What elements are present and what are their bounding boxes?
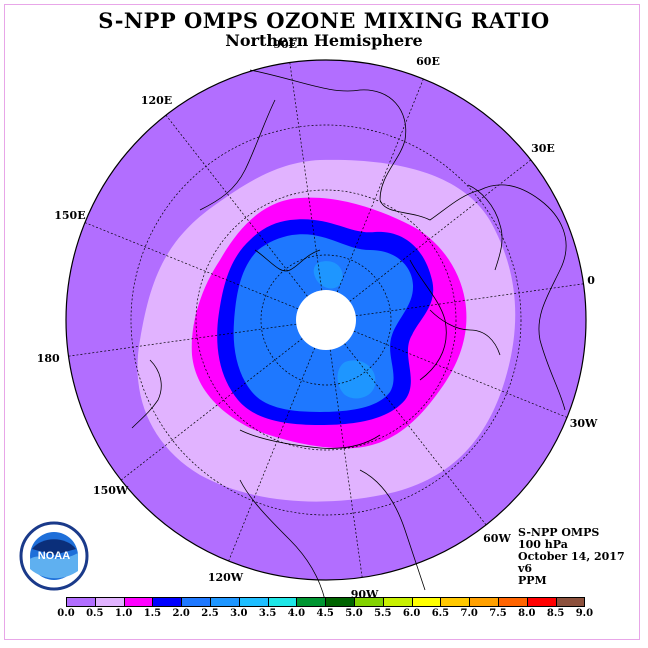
colorbar-tick-label: 7.0 (460, 608, 478, 619)
noaa-logo: NOAA (19, 521, 89, 591)
colorbar-tick-label: 7.5 (489, 608, 507, 619)
colorbar-swatch (267, 597, 298, 607)
colorbar-swatch (354, 597, 384, 607)
colorbar-swatch (123, 597, 154, 607)
noaa-logo-text: NOAA (38, 550, 70, 562)
longitude-label: 90E (273, 37, 297, 51)
longitude-label: 60E (416, 55, 440, 69)
longitude-label: 150W (92, 484, 129, 498)
colorbar-tick-label: 0.0 (57, 608, 75, 619)
longitude-label: 60W (483, 532, 511, 546)
map-title: S-NPP OMPS OZONE MIXING RATIO (98, 8, 550, 33)
info-block: S-NPP OMPS 100 hPa October 14, 2017 v6 P… (518, 527, 625, 587)
colorbar-swatch (440, 597, 471, 607)
ozone-band-2.5-3.0 (337, 360, 376, 399)
colorbar-tick-label: 2.5 (201, 608, 219, 619)
colorbar-tick-label: 1.0 (114, 608, 133, 619)
coastlines (131, 69, 567, 601)
longitude-label: 120W (207, 570, 244, 584)
colorbar-swatch (498, 597, 528, 607)
units-label: PPM (518, 574, 547, 587)
colorbar-tick-label: 5.5 (374, 608, 392, 619)
colorbar-tick-label: 9.0 (575, 608, 594, 619)
polar-no-data-cap (296, 290, 356, 350)
longitude-label: 150E (54, 208, 86, 222)
colorbar-tick-label: 4.5 (316, 608, 334, 619)
colorbar-swatch (238, 597, 269, 607)
longitude-label: 120E (140, 93, 173, 107)
colorbar-tick-label: 5.0 (345, 608, 363, 619)
colorbar-tick-label: 1.5 (143, 608, 162, 619)
longitude-label: 30E (531, 141, 555, 155)
version-label: v6 (518, 562, 533, 575)
colorbar-swatch (469, 597, 499, 607)
colorbar-tick-label: 6.0 (402, 608, 421, 619)
longitude-label: 30W (569, 417, 598, 431)
instrument-label: S-NPP OMPS (518, 526, 600, 539)
colorbar-swatch (181, 597, 211, 607)
map-subtitle: Northern Hemisphere (225, 31, 423, 50)
colorbar-tick-label: 3.5 (258, 608, 277, 619)
figure-frame (4, 4, 640, 640)
colorbar-swatch (411, 597, 442, 607)
colorbar-swatch (94, 597, 125, 607)
map-boundary (65, 59, 587, 581)
graticule (68, 62, 584, 578)
colorbar-tick-label: 4.0 (287, 608, 306, 619)
colorbar-swatch (210, 597, 240, 607)
colorbar-tick-label: 8.5 (546, 608, 565, 619)
colorbar-swatch (66, 597, 96, 607)
colorbar-tick-label: 2.0 (172, 608, 190, 619)
level-label: 100 hPa (518, 538, 568, 551)
colorbar-swatch (382, 597, 413, 607)
colorbar-swatch (296, 597, 327, 607)
colorbar-swatch (152, 597, 183, 607)
date-label: October 14, 2017 (518, 550, 625, 563)
colorbar-tick-label: 0.5 (86, 608, 104, 619)
longitude-label: 180 (36, 351, 60, 365)
longitude-label: 0 (587, 274, 595, 288)
colorbar-tick-label: 8.0 (518, 608, 536, 619)
colorbar-swatch (526, 597, 557, 607)
colorbar-tick-label: 6.5 (431, 608, 450, 619)
colorbar-swatch (325, 597, 355, 607)
colorbar-tick-label: 3.0 (230, 608, 248, 619)
colorbar-swatch (555, 597, 586, 607)
